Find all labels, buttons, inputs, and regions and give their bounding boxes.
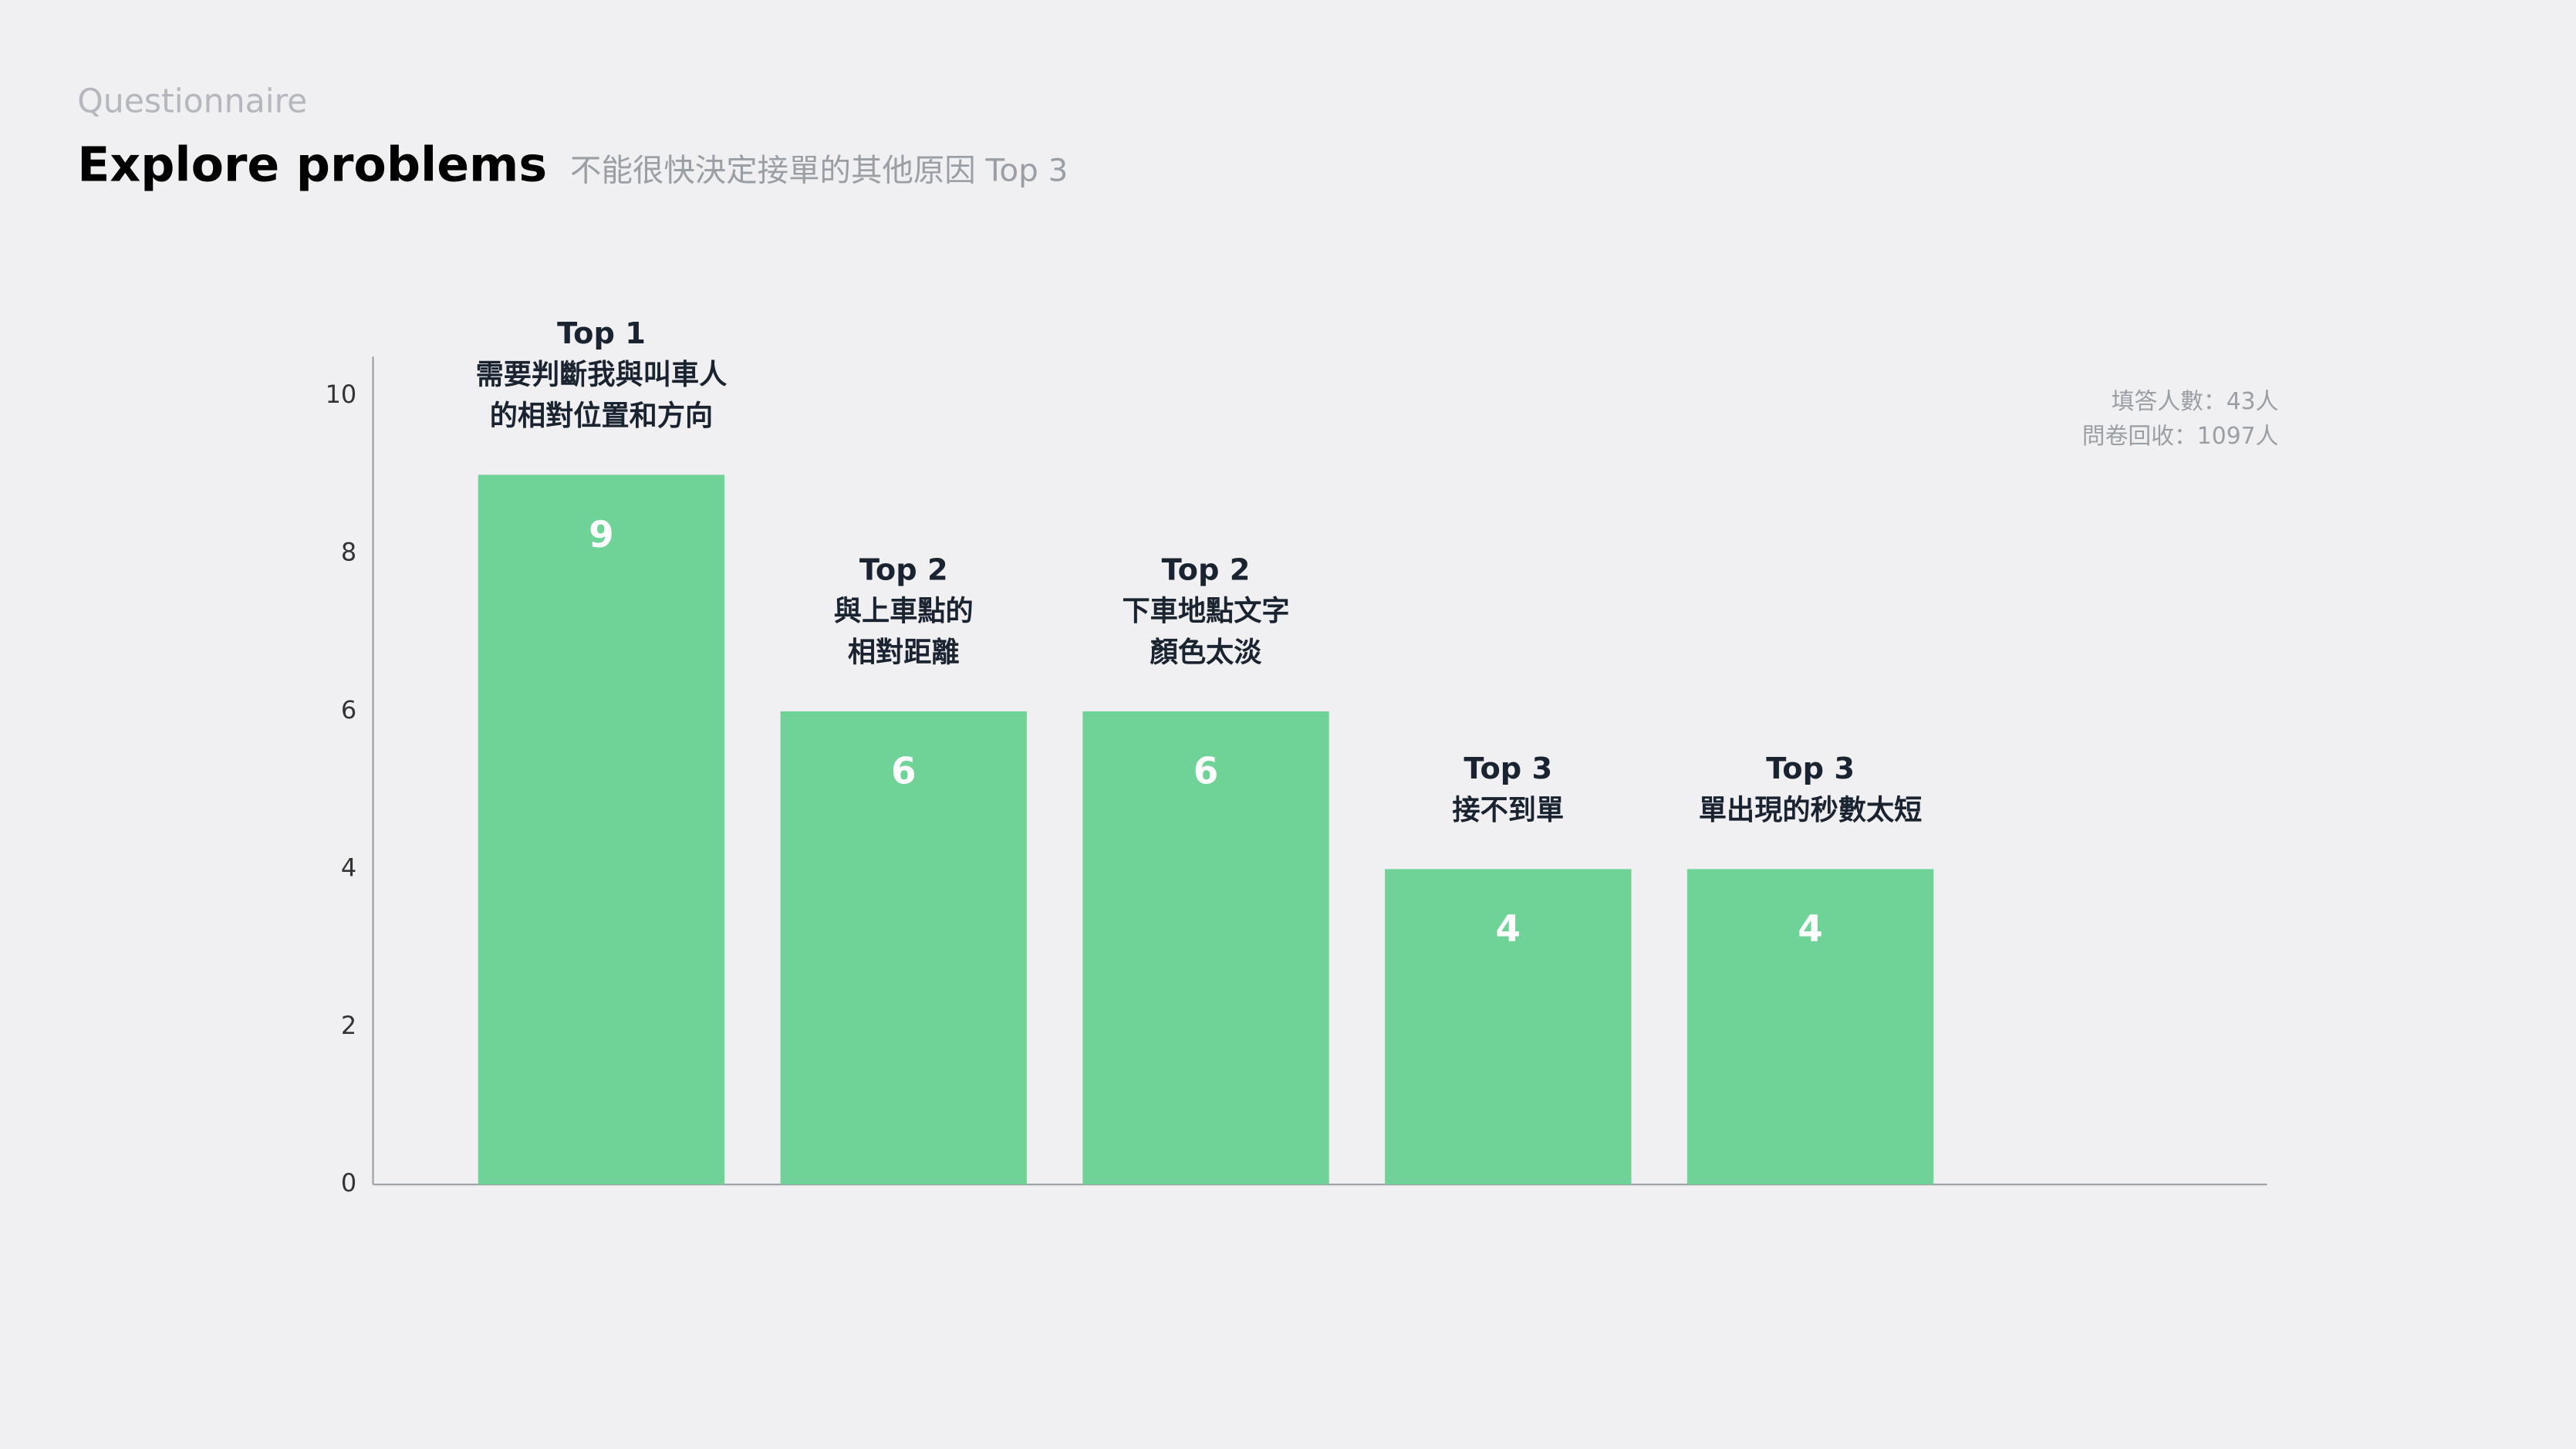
y-tick-label: 8 (341, 538, 356, 567)
value-label: 4 (1798, 909, 1823, 951)
y-tick-label: 2 (341, 1011, 356, 1040)
rank-label: Top 2 (1162, 552, 1251, 587)
y-tick-label: 4 (341, 853, 356, 882)
rank-label: Top 3 (1766, 752, 1855, 786)
bar (780, 711, 1027, 1185)
category-label: 單出現的秒數太短 (1699, 793, 1923, 826)
value-label: 9 (589, 515, 614, 556)
bar (478, 475, 725, 1185)
y-tick-label: 6 (341, 695, 356, 724)
category-label: 接不到單 (1452, 793, 1564, 826)
category-label: 與上車點的 (834, 594, 974, 627)
chart-title: Explore problems (77, 137, 547, 192)
category-label: 相對距離 (848, 635, 960, 668)
eyebrow: Questionnaire (77, 83, 307, 121)
value-label: 4 (1496, 909, 1521, 951)
category-label: 下車地點文字 (1122, 594, 1289, 627)
bar (1385, 869, 1632, 1185)
category-label: 需要判斷我與叫車人 (476, 358, 728, 391)
subtitle: 不能很快決定接單的其他原因 Top 3 (570, 152, 1068, 189)
rank-label: Top 2 (859, 552, 948, 587)
bar (1686, 869, 1934, 1185)
bar (1082, 711, 1329, 1185)
note: 問卷回收：1097人 (2082, 423, 2279, 450)
rank-label: Top 1 (557, 316, 646, 351)
category-label: 的相對位置和方向 (490, 399, 714, 432)
category-label: 顏色太淡 (1150, 635, 1263, 668)
rank-label: Top 3 (1464, 752, 1552, 786)
value-label: 6 (891, 751, 917, 792)
value-label: 6 (1193, 751, 1219, 792)
note: 填答人數：43人 (2112, 388, 2279, 415)
y-tick-label: 10 (326, 380, 357, 409)
y-tick-label: 0 (341, 1168, 356, 1197)
